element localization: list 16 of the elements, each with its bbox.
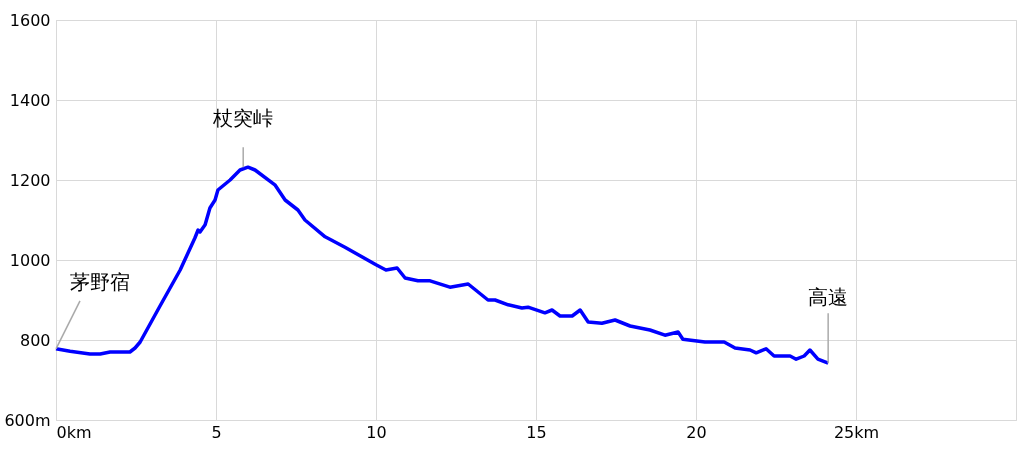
y-tick-label: 1400 xyxy=(9,90,51,110)
x-tick-label: 5 xyxy=(211,422,222,442)
x-tick-label: 0km xyxy=(56,422,92,442)
x-tick-label: 25km xyxy=(833,422,880,442)
x-tick-label: 10 xyxy=(366,422,387,442)
y-tick-label: 1600 xyxy=(9,10,51,30)
x-tick-label: 15 xyxy=(526,422,547,442)
y-tick-label: 600m xyxy=(4,410,51,430)
annotation: 茅野宿 xyxy=(70,269,130,294)
y-tick-label: 800 xyxy=(19,330,51,350)
x-tick-label: 20 xyxy=(686,422,707,442)
y-tick-label: 1000 xyxy=(9,250,51,270)
line-series xyxy=(54,165,830,365)
annotation: 高遠 xyxy=(808,285,849,310)
y-tick-label: 1200 xyxy=(9,170,51,190)
annotation: 杖突峠 xyxy=(212,106,274,131)
